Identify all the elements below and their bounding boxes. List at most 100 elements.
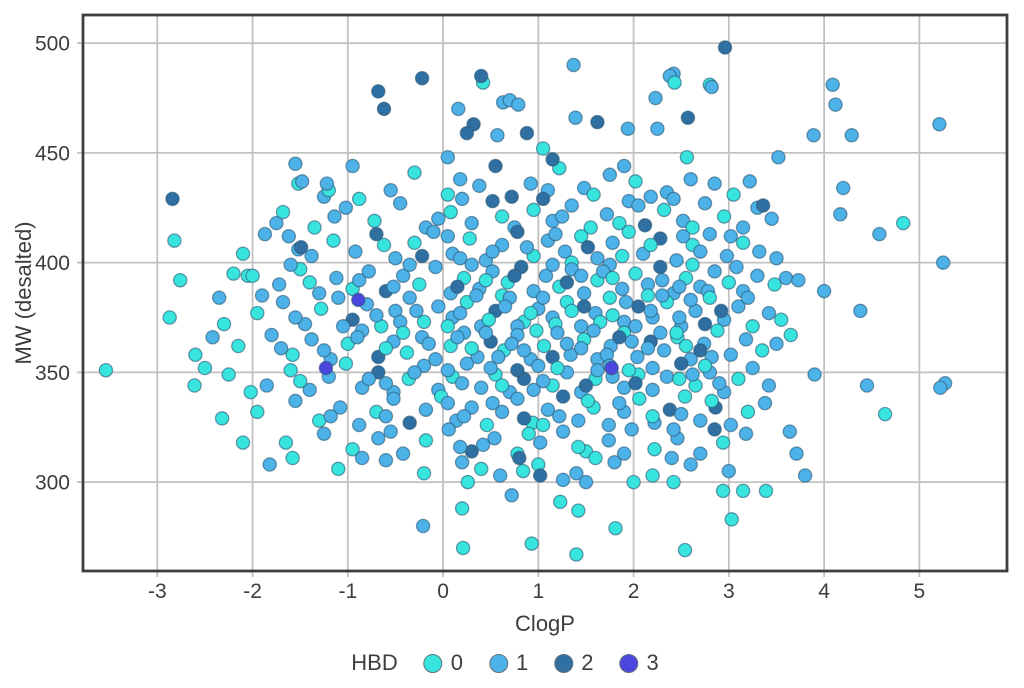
scatter-point: [462, 231, 477, 246]
scatter-point: [853, 303, 868, 319]
scatter-point: [557, 244, 573, 259]
scatter-point: [454, 191, 470, 207]
scatter-point: [548, 226, 563, 242]
scatter-point: [702, 290, 718, 305]
scatter-point: [532, 435, 548, 450]
y-tick-label: 500: [35, 33, 70, 56]
scatter-point: [844, 128, 859, 143]
scatter-point: [740, 290, 756, 305]
scatter-point: [602, 290, 618, 305]
scatter-point: [573, 268, 589, 284]
x-tick-label: 0: [437, 580, 449, 603]
scatter-point: [519, 239, 535, 255]
scatter-point: [395, 325, 411, 341]
scatter-point: [526, 202, 541, 218]
scatter-point: [738, 426, 754, 442]
scatter-point: [440, 362, 456, 378]
scatter-point: [472, 178, 487, 194]
scatter-point: [729, 259, 744, 275]
scatter-point: [769, 250, 784, 266]
x-tick-label: 2: [628, 580, 640, 603]
scatter-point: [345, 158, 360, 174]
scatter-point: [704, 393, 719, 409]
scatter-point: [757, 395, 773, 411]
scatter-point: [666, 422, 681, 437]
scatter-point: [806, 128, 821, 143]
scatter-point: [443, 204, 458, 220]
scatter-point: [564, 198, 579, 213]
scatter-point: [235, 435, 251, 450]
scatter-point: [576, 299, 592, 314]
scatter-point: [637, 218, 653, 233]
scatter-point: [678, 338, 694, 354]
scatter-point: [578, 378, 594, 393]
scatter-point: [516, 411, 532, 426]
scatter-point: [571, 413, 586, 428]
scatter-point: [464, 215, 479, 231]
scatter-point: [672, 371, 687, 387]
scatter-point: [667, 75, 682, 90]
scatter-point: [735, 483, 751, 499]
scatter-point: [515, 463, 531, 479]
scatter-point: [535, 373, 551, 389]
scatter-point: [685, 220, 700, 235]
legend-item-label: 1: [515, 650, 529, 675]
scatter-point: [376, 237, 392, 253]
scatter-point: [338, 200, 354, 215]
scatter-point: [630, 349, 645, 365]
scatter-point: [895, 215, 911, 231]
scatter-point: [221, 367, 236, 382]
scatter-point: [536, 338, 552, 354]
x-tick-label: 5: [914, 580, 926, 603]
scatter-point: [326, 233, 341, 248]
scatter-point: [329, 270, 344, 286]
scatter-point: [666, 191, 681, 207]
scatter-point: [335, 319, 351, 334]
scatter-point: [599, 207, 615, 222]
scatter-point: [679, 149, 695, 165]
scatter-point: [452, 439, 468, 455]
scatter-point: [778, 270, 794, 286]
scatter-point: [402, 257, 417, 273]
scatter-point: [162, 310, 177, 325]
scatter-point: [590, 362, 605, 378]
legend-item-label: 0: [450, 650, 463, 675]
scatter-point: [559, 336, 575, 352]
scatter-point: [717, 40, 733, 55]
scatter-point: [440, 319, 456, 334]
scatter-point: [488, 158, 503, 174]
scatter-point: [250, 404, 265, 420]
scatter-point: [460, 474, 476, 490]
scatter-point: [371, 430, 386, 446]
scatter-point: [351, 292, 366, 308]
scatter-point: [167, 233, 182, 248]
scatter-point: [416, 466, 432, 481]
scatter-point: [726, 187, 741, 202]
scatter-point: [580, 239, 596, 255]
scatter-point: [825, 77, 840, 93]
scatter-point: [631, 299, 646, 314]
scatter-point: [535, 191, 551, 207]
scatter-point: [504, 336, 519, 352]
scatter-point: [348, 244, 363, 259]
scatter-point: [331, 461, 346, 477]
scatter-point: [745, 360, 760, 376]
legend-swatch-icon: [554, 653, 574, 673]
scatter-point: [304, 248, 319, 264]
scatter-point: [645, 468, 660, 483]
scatter-point: [415, 518, 431, 534]
scatter-point: [731, 299, 746, 314]
scatter-point: [643, 189, 658, 204]
scatter-point: [319, 176, 335, 191]
scatter-point: [469, 288, 484, 303]
scatter-point: [608, 520, 623, 536]
scatter-point: [588, 450, 603, 466]
legend-item-label: 3: [646, 650, 659, 675]
scatter-point: [450, 329, 465, 345]
scatter-point: [454, 376, 470, 391]
scatter-point: [715, 435, 731, 450]
legend-title: HBD: [351, 650, 398, 675]
scatter-point: [704, 79, 719, 95]
scatter-point: [407, 365, 422, 380]
scatter-point: [369, 226, 384, 242]
